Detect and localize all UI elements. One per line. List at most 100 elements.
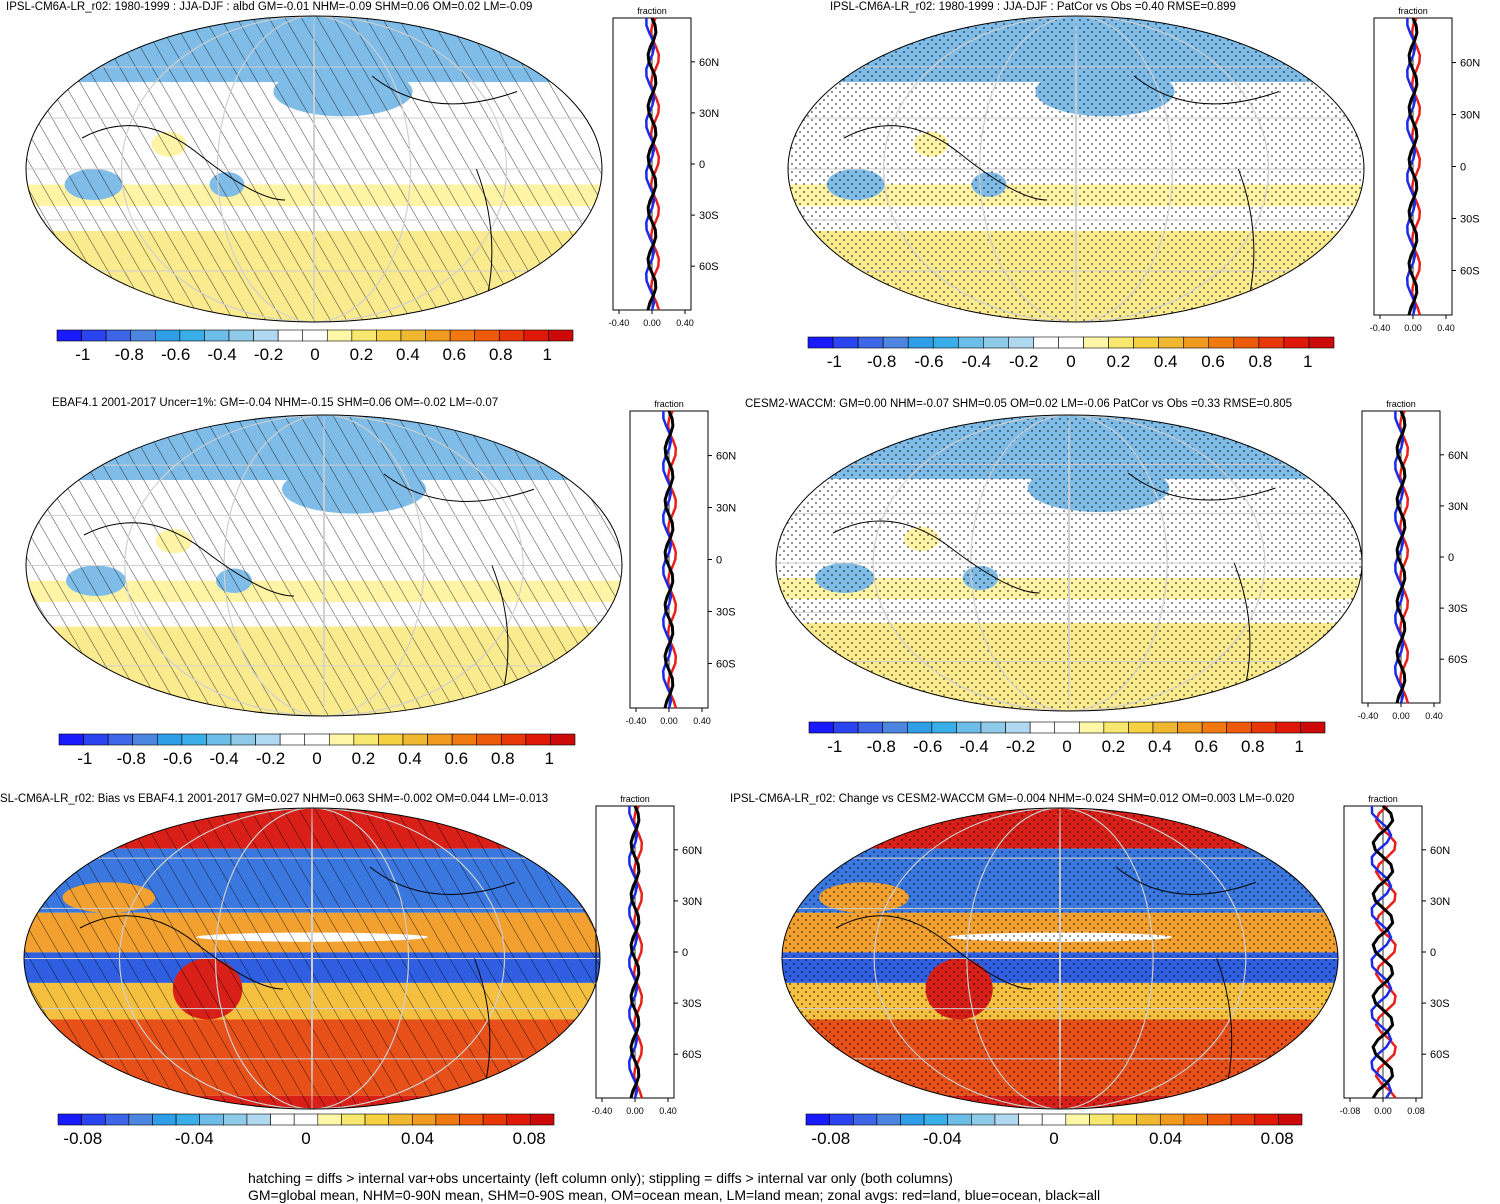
colorbar-swatch — [326, 329, 353, 342]
zonal-axis-title: fraction — [620, 794, 650, 804]
colorbar-swatch — [971, 1113, 996, 1126]
colorbar-label: 0.04 — [1149, 1129, 1182, 1148]
colorbar-swatch — [1183, 1113, 1208, 1126]
coastline — [81, 75, 518, 294]
colorbar-swatch — [523, 329, 549, 342]
colorbar-swatch — [1005, 721, 1031, 734]
colorbar-swatch — [1159, 1113, 1185, 1126]
colorbar-swatch — [548, 329, 574, 342]
map-border — [23, 807, 601, 1110]
colorbar-label: 0.8 — [1241, 737, 1265, 756]
colorbar-swatch — [956, 721, 982, 734]
colorbar-swatch — [304, 733, 330, 746]
zonal-line-land — [1374, 805, 1397, 1099]
colorbar-swatch — [808, 721, 834, 734]
value-tick-label: 0.40 — [676, 318, 694, 328]
colorbar-label: 0.04 — [401, 1129, 434, 1148]
longitude-line — [323, 415, 325, 716]
value-tick-label: 0.40 — [1437, 323, 1455, 333]
panel-title: IPSL-CM6A-LR_r02: Change vs CESM2-WACCM … — [730, 793, 1295, 805]
panel-1: IPSL-CM6A-LR_r02: 1980-1999 : JJA-DJF : … — [0, 0, 750, 380]
colorbar-swatch — [852, 1113, 878, 1126]
panel-5: SL-CM6A-LR_r02: Bias vs EBAF4.1 2001-201… — [0, 790, 750, 1170]
colorbar-swatch — [376, 329, 402, 342]
panel-2: IPSL-CM6A-LR_r02: 1980-1999 : JJA-DJF : … — [750, 0, 1500, 380]
latitude-tick-label: 30N — [699, 108, 719, 120]
colorbar-label: 0.08 — [513, 1129, 546, 1148]
zonal-axis-title: fraction — [1368, 794, 1398, 804]
colorbar-swatch — [1133, 336, 1159, 349]
zonal-line-all — [1395, 410, 1407, 704]
map-border — [25, 15, 603, 323]
colorbar-swatch — [500, 733, 527, 746]
colorbar-label: -1 — [77, 749, 92, 768]
colorbar-swatch — [1183, 336, 1210, 349]
colorbar-swatch — [1152, 721, 1178, 734]
colorbar-label: -0.4 — [959, 737, 988, 756]
colorbar-label: 0.4 — [398, 749, 422, 768]
colorbar-swatch — [57, 1113, 82, 1126]
value-tick-label: -0.40 — [626, 716, 647, 726]
colorbar-swatch — [81, 329, 107, 342]
world-map — [25, 15, 603, 323]
colorbar-swatch — [832, 336, 859, 349]
colorbar-swatch — [829, 1113, 854, 1126]
colorbar-swatch — [1128, 721, 1154, 734]
colorbar-label: 1 — [542, 345, 551, 364]
value-tick-label: -0.40 — [592, 1106, 613, 1116]
colorbar-swatch — [277, 329, 304, 342]
colorbar-swatch — [1254, 1113, 1279, 1126]
value-tick-label: 0.40 — [1425, 711, 1443, 721]
colorbar-swatch — [435, 1113, 460, 1126]
colorbar-label: -0.2 — [254, 345, 283, 364]
colorbar-label: -0.8 — [867, 352, 896, 371]
colorbar-label: -0.4 — [209, 749, 238, 768]
zonal-mean-plot: fraction 60N 30N 0 30S 60S -0.40 0.00 0.40 — [592, 794, 702, 1116]
colorbar-label: -0.2 — [256, 749, 285, 768]
colorbar-swatch — [302, 329, 328, 342]
latitude-tick-label: 60N — [1460, 58, 1480, 70]
latitude-tick-label: 60S — [682, 1049, 702, 1061]
world-map — [787, 15, 1365, 323]
zonal-line-all — [1407, 17, 1419, 316]
longitude-line — [872, 415, 1266, 711]
colorbar-swatch — [353, 733, 379, 746]
coastline — [79, 866, 516, 1081]
colorbar-swatch — [1018, 1113, 1043, 1126]
colorbar-swatch — [1250, 721, 1277, 734]
colorbar-swatch — [882, 336, 909, 349]
colorbar-swatch — [230, 733, 256, 746]
latitude-tick-label: 30S — [699, 210, 719, 222]
latitude-tick-label: 30N — [716, 503, 736, 515]
colorbar-swatch — [1033, 336, 1059, 349]
colorbar-swatch — [56, 329, 82, 342]
colorbar-label: 0.6 — [442, 345, 466, 364]
colorbar-swatch — [1008, 336, 1034, 349]
coastline — [835, 866, 1257, 1081]
latitude-tick-label: 60S — [1430, 1049, 1450, 1061]
colorbar-swatch — [1103, 721, 1129, 734]
value-tick-label: 0.40 — [659, 1106, 677, 1116]
colorbar-swatch — [1112, 1113, 1137, 1126]
map-border — [25, 414, 623, 717]
colorbar: -1 -0.8 -0.6 -0.4 -0.2 0 0.2 0.4 0.6 0.8 1 — [808, 721, 1326, 756]
longitude-line — [311, 808, 313, 1109]
colorbar-swatch — [1207, 1113, 1232, 1126]
coastline — [843, 75, 1280, 294]
latitude-tick-label: 30N — [682, 896, 702, 908]
colorbar-label: -0.2 — [1009, 352, 1038, 371]
latitude-tick-label: 0 — [699, 159, 705, 171]
longitude-line — [121, 16, 507, 322]
zonal-line-land — [1398, 410, 1410, 704]
longitude-line — [883, 16, 1269, 322]
colorbar-label: 0 — [310, 345, 319, 364]
colorbar-swatch — [1177, 721, 1203, 734]
value-tick-label: 0.08 — [1407, 1106, 1425, 1116]
colorbar-swatch — [1054, 721, 1080, 734]
colorbar-swatch — [833, 721, 859, 734]
colorbar-swatch — [199, 1113, 224, 1126]
colorbar-swatch — [83, 733, 109, 746]
zonal-axis-title: fraction — [1386, 399, 1416, 409]
longitude-line — [1059, 808, 1061, 1109]
colorbar-swatch — [388, 1113, 413, 1126]
